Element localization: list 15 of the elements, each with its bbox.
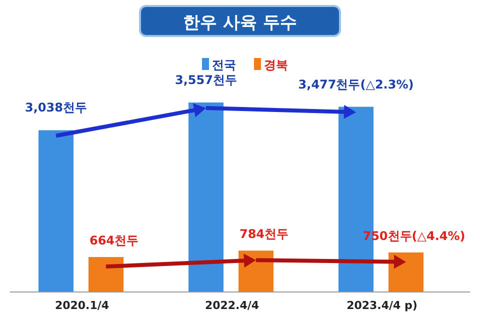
legend-label: 경북 [264,58,288,72]
x-tick-label: 2020.1/4 [54,299,110,312]
bar [188,102,224,292]
legend-label: 전국 [212,58,236,72]
data-label: 3,477천두(△2.3%) [298,77,414,92]
data-label: 664천두 [89,234,139,248]
chart-title: 한우 사육 두수 [183,13,297,33]
bar [88,256,124,292]
x-tick-label: 2023.4/4 p) [346,299,418,312]
bar [388,251,424,292]
data-label: 3,557천두 [175,73,237,87]
bar [38,129,74,292]
data-label: 3,038천두 [25,100,87,115]
x-tick-label: 2022.4/4 [204,299,260,312]
data-label: 784천두 [239,227,289,242]
